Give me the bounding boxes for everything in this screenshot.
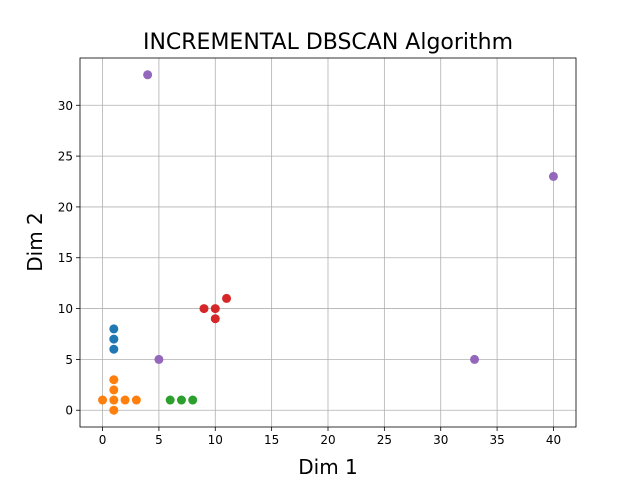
y-tick-label: 5 bbox=[65, 353, 73, 367]
cluster-2-point bbox=[120, 395, 130, 405]
cluster-2-point bbox=[131, 395, 141, 405]
cluster-4-point bbox=[199, 304, 209, 314]
y-tick-label: 25 bbox=[58, 150, 73, 164]
x-tick-label: 35 bbox=[489, 433, 504, 447]
cluster-4-point bbox=[210, 304, 220, 314]
y-axis-label: Dim 2 bbox=[23, 212, 47, 272]
x-tick-label: 25 bbox=[377, 433, 392, 447]
y-tick-label: 20 bbox=[58, 200, 73, 214]
x-tick-label: 0 bbox=[99, 433, 107, 447]
x-tick-label: 30 bbox=[433, 433, 448, 447]
cluster-2-point bbox=[109, 375, 119, 385]
x-tick-label: 40 bbox=[546, 433, 561, 447]
cluster-5-point bbox=[143, 70, 153, 80]
y-axis-ticks: 0 5 10 15 20 25 30 bbox=[58, 99, 80, 418]
y-tick-label: 30 bbox=[58, 99, 73, 113]
cluster-1-point bbox=[109, 344, 119, 354]
cluster-3-point bbox=[165, 395, 175, 405]
cluster-1-point bbox=[109, 324, 119, 334]
y-tick-label: 0 bbox=[65, 404, 73, 418]
cluster-2-point bbox=[109, 405, 119, 415]
cluster-5-point bbox=[470, 354, 480, 364]
x-tick-label: 20 bbox=[320, 433, 335, 447]
x-tick-label: 5 bbox=[155, 433, 163, 447]
x-tick-label: 15 bbox=[264, 433, 279, 447]
cluster-1-point bbox=[109, 334, 119, 344]
cluster-2-point bbox=[109, 385, 119, 395]
x-tick-label: 10 bbox=[208, 433, 223, 447]
y-tick-label: 10 bbox=[58, 302, 73, 316]
cluster-3-point bbox=[188, 395, 198, 405]
cluster-5-point bbox=[154, 354, 164, 364]
cluster-4-point bbox=[222, 293, 232, 303]
chart-title: INCREMENTAL DBSCAN Algorithm bbox=[143, 30, 513, 55]
cluster-5-point bbox=[548, 171, 558, 181]
cluster-4-point bbox=[210, 314, 220, 324]
y-tick-label: 15 bbox=[58, 251, 73, 265]
cluster-3-point bbox=[176, 395, 186, 405]
cluster-2-point bbox=[98, 395, 108, 405]
data-points bbox=[98, 70, 558, 415]
cluster-2-point bbox=[109, 395, 119, 405]
x-axis-label: Dim 1 bbox=[298, 455, 358, 479]
x-axis-ticks: 0 5 10 15 20 25 30 35 40 bbox=[99, 427, 561, 447]
